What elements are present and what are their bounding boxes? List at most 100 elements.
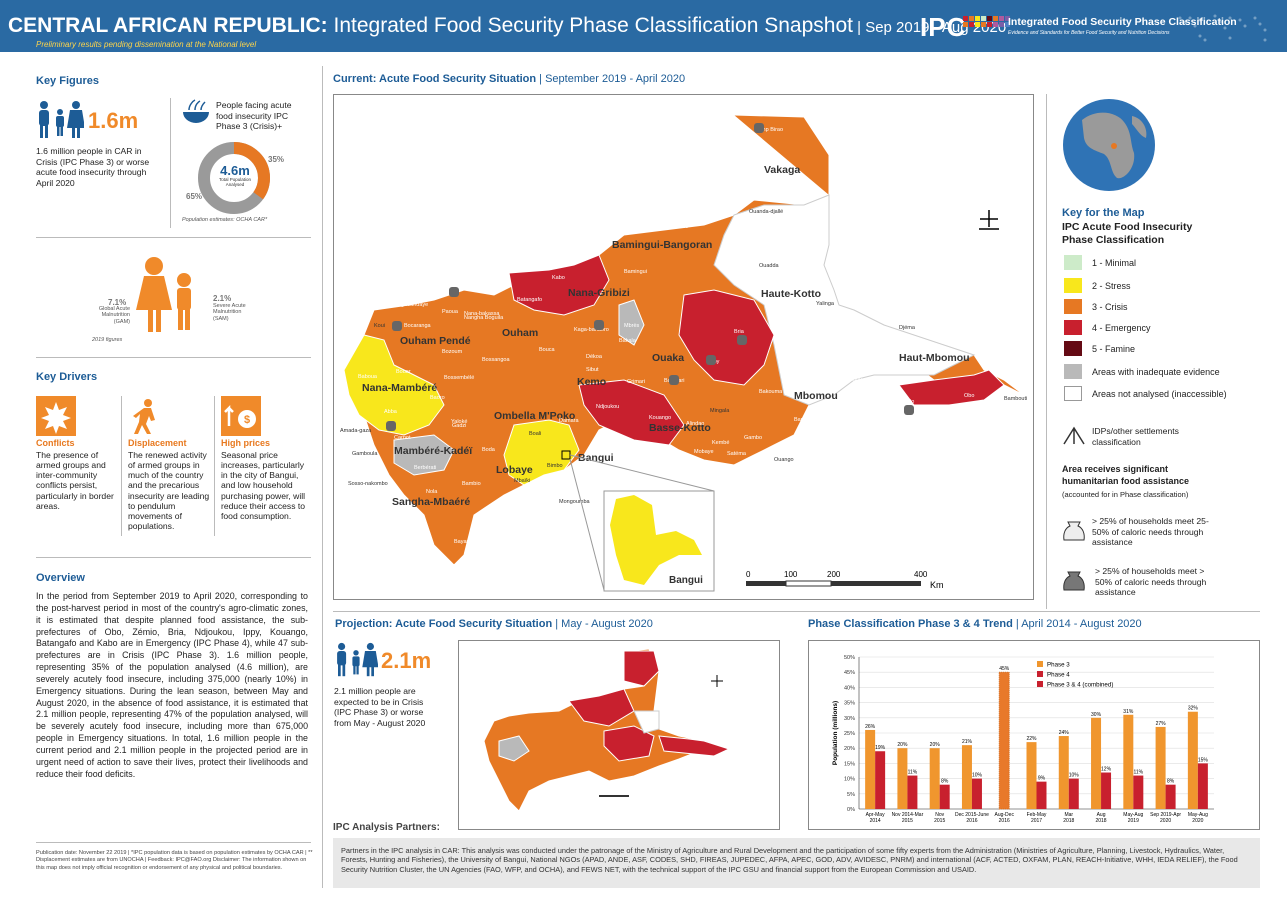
region-lobaye: Lobaye: [496, 464, 533, 476]
partners-text: Partners in the IPC analysis in CAR: Thi…: [333, 838, 1260, 888]
x-tick-label: 2016: [999, 818, 1010, 824]
assist-2-text: > 25% of households meet > 50% of calori…: [1095, 566, 1207, 598]
globe-icon: [1063, 99, 1155, 191]
ipc-logo-tagline: Evidence and Standards for Better Food S…: [1008, 30, 1170, 36]
y-tick-label: 30%: [844, 716, 855, 722]
legend-famine: 5 - Famine: [1064, 341, 1135, 356]
svg-text:Gambo: Gambo: [744, 435, 762, 441]
legend-label: Phase 4: [1047, 672, 1070, 679]
bar-label-phase4: 15%: [1198, 757, 1209, 763]
projection-title: Projection: Acute Food Security Situatio…: [335, 618, 653, 630]
current-map: Vakaga Bamingui-Bangoran Haute-Kotto Nan…: [333, 94, 1034, 600]
svg-text:400: 400: [914, 570, 928, 579]
driver-prices-text: Seasonal price increases, particularly i…: [221, 450, 306, 521]
bar-phase4: [1165, 784, 1176, 809]
svg-text:Bayanga: Bayanga: [454, 539, 477, 545]
svg-text:Satéma: Satéma: [727, 451, 747, 457]
y-tick-label: 10%: [844, 777, 855, 783]
x-tick-label: 2016: [966, 818, 977, 824]
svg-text:Bouca: Bouca: [539, 347, 556, 353]
legend-inadequate: Areas with inadequate evidence: [1064, 364, 1220, 379]
svg-text:Nola: Nola: [426, 489, 438, 495]
region-ombella: Ombella M'Poko: [494, 410, 575, 422]
bar-label-phase3: 32%: [1188, 706, 1199, 712]
svg-text:Ndjoukou: Ndjoukou: [596, 404, 619, 410]
bar-phase4: [1036, 781, 1047, 809]
region-ouham: Ouham: [502, 327, 538, 339]
scale-bar: 0 100 200 400 Km: [746, 570, 944, 590]
svg-text:Bangassou: Bangassou: [794, 417, 822, 423]
projection-people-icon: [337, 642, 378, 677]
driver-conflicts-text: The presence of armed groups and inter-c…: [36, 450, 114, 511]
svg-text:Bambio: Bambio: [462, 481, 481, 487]
current-map-svg: Vakaga Bamingui-Bangoran Haute-Kotto Nan…: [340, 114, 1027, 592]
proj-north-arrow-icon: [711, 675, 723, 687]
svg-text:Bamingui: Bamingui: [624, 269, 647, 275]
bar-phase3: [1026, 742, 1037, 809]
svg-text:Km: Km: [930, 580, 944, 590]
svg-text:$: $: [244, 414, 250, 426]
svg-text:Amada-gaza: Amada-gaza: [340, 428, 372, 434]
bar-label-phase4: 10%: [972, 773, 983, 779]
legend-minimal: 1 - Minimal: [1064, 255, 1136, 270]
assistance-note: (accounted for in Phase classification): [1062, 490, 1189, 499]
population-donut: [198, 142, 270, 214]
x-tick-label: 2017: [1031, 818, 1042, 824]
legend-not-analysed: Areas not analysed (inaccessible): [1064, 386, 1227, 401]
bar-combined: [998, 671, 1010, 810]
svg-text:Rafaï: Rafaï: [849, 377, 863, 383]
svg-text:Gadzi: Gadzi: [452, 423, 466, 429]
region-mbomou: Mbomou: [794, 390, 838, 402]
svg-text:Ouadda: Ouadda: [759, 263, 780, 269]
town-labels: Camp Birao Birao Ouanda-djallé Ndélé Oua…: [340, 127, 1027, 545]
svg-text:Camp Birao: Camp Birao: [754, 127, 783, 133]
legend-label: Phase 3: [1047, 662, 1070, 669]
bar-label-phase3: 27%: [1156, 721, 1167, 727]
partners-title: IPC Analysis Partners:: [333, 822, 440, 833]
bar-phase3: [1058, 736, 1069, 809]
title-main: Integrated Food Security Phase Classific…: [327, 14, 853, 37]
svg-text:Markounda: Markounda: [474, 287, 502, 293]
emergency-kabo-batangafo: [508, 254, 610, 316]
bar-phase4: [1101, 772, 1112, 809]
ipc-logo: IPC: [920, 12, 967, 42]
svg-text:Bocaranga: Bocaranga: [404, 323, 432, 329]
donut-pct-b: 65%: [186, 192, 203, 201]
x-tick-label: 2018: [1063, 818, 1074, 824]
grey-mbres: [618, 299, 645, 346]
gam-pct: 7.1%: [108, 298, 127, 307]
svg-text:Bakala: Bakala: [619, 338, 637, 344]
bar-label-phase3: 22%: [1026, 736, 1037, 742]
svg-text:Yalinga: Yalinga: [816, 301, 835, 307]
legend-swatch: [1037, 661, 1043, 667]
stress-lobaye: [503, 419, 580, 486]
region-basse-kotto: Basse-Kotto: [649, 422, 711, 434]
svg-text:Birao: Birao: [739, 161, 752, 167]
year-note: 2019 figures: [92, 337, 123, 343]
svg-text:Abba: Abba: [384, 409, 398, 415]
key-figures-title: Key Figures: [36, 75, 99, 87]
bar-label-phase3: 26%: [865, 724, 876, 730]
bar-label-phase4: 9%: [1038, 776, 1046, 782]
bar-phase3: [929, 748, 940, 809]
trend-period: April 2014 - August 2020: [1021, 618, 1142, 630]
ipc-logo-blocks: [963, 16, 1010, 27]
sam-label: Severe Acute Malnutrition (SAM): [213, 303, 246, 322]
facing-text: People facing acute food insecurity IPC …: [216, 100, 292, 132]
region-haut-mbomou: Haut-Mbomou: [899, 352, 970, 364]
svg-text:Bria: Bria: [734, 329, 745, 335]
bar-phase3: [1155, 726, 1166, 809]
svg-text:Sosso-nakombo: Sosso-nakombo: [348, 481, 388, 487]
key-subtitle: IPC Acute Food Insecurity Phase Classifi…: [1062, 221, 1193, 246]
svg-text:Kembé: Kembé: [712, 440, 729, 446]
region-mambere-kadei: Mambéré-Kadéï: [394, 445, 473, 457]
bar-phase3: [1091, 717, 1102, 809]
bar-phase3: [865, 729, 876, 809]
region-nana-mambere: Nana-Mambéré: [362, 382, 437, 394]
x-tick-label: 2018: [1095, 818, 1106, 824]
svg-text:Baoro: Baoro: [430, 395, 445, 401]
svg-text:Berbérati: Berbérati: [414, 465, 436, 471]
legend-crisis: 3 - Crisis: [1064, 299, 1128, 314]
svg-text:Ngaoundaye: Ngaoundaye: [397, 302, 428, 308]
idp-tent-icon: [1063, 426, 1085, 445]
